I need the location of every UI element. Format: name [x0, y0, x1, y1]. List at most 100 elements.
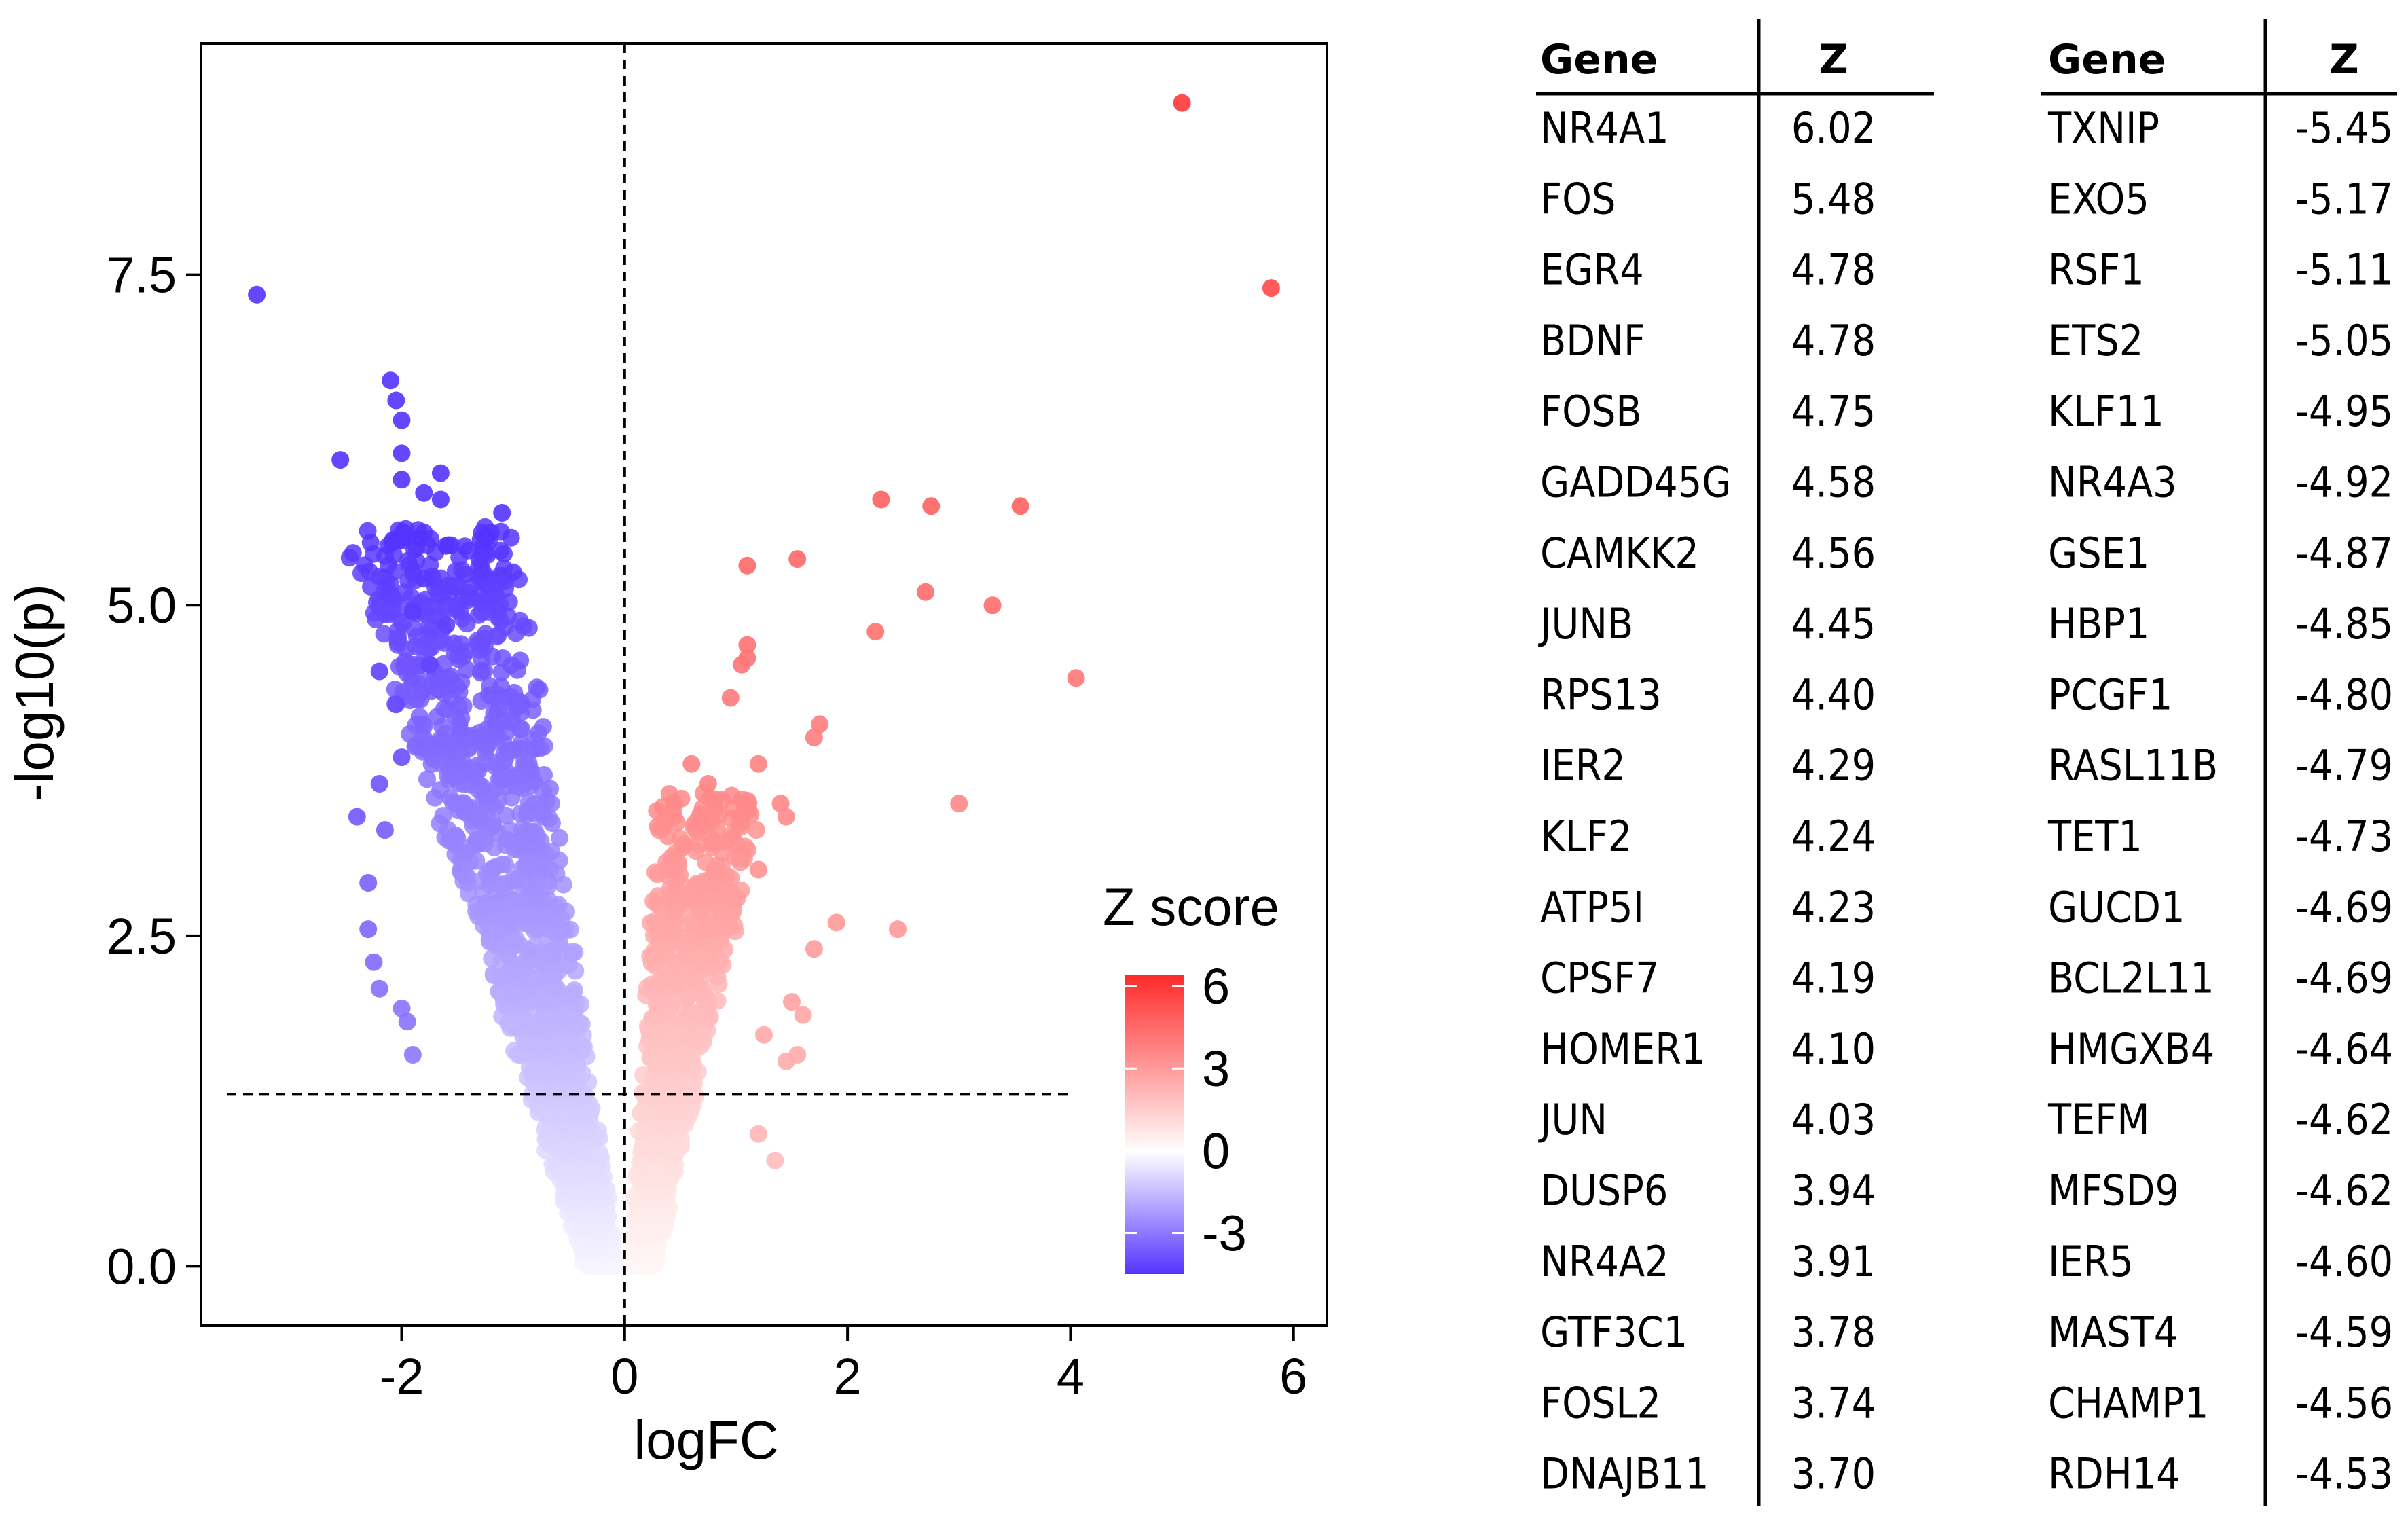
table-z-cell: 6.02	[1791, 103, 1876, 153]
scatter-point	[359, 920, 378, 939]
scatter-point	[387, 391, 405, 410]
table-gene-cell: GADD45G	[1540, 458, 1731, 507]
scatter-point	[370, 662, 388, 681]
table-z-cell: 4.29	[1791, 741, 1876, 791]
y-axis: 0.0 2.5 5.0 7.5	[107, 247, 201, 1294]
scatter-point	[370, 775, 388, 793]
table-gene-cell: EGR4	[1540, 245, 1644, 295]
table-z-cell: 4.56	[1791, 528, 1876, 578]
table-gene-cell: NR4A1	[1540, 103, 1669, 153]
scatter-point	[344, 544, 362, 562]
scatter-point	[811, 715, 829, 733]
scatter-point	[699, 775, 717, 793]
table-z-cell: -4.56	[2295, 1378, 2393, 1428]
table-gene-cell: RSF1	[2048, 245, 2145, 295]
x-tick-label: -2	[380, 1348, 424, 1404]
legend-tick-label: 6	[1202, 958, 1230, 1015]
scatter-point	[370, 979, 388, 998]
table-z-cell: -4.92	[2295, 458, 2393, 507]
table-z-cell: -4.85	[2295, 599, 2393, 649]
table-z-cell: 3.70	[1791, 1449, 1876, 1499]
table-gene-cell: KLF2	[1540, 812, 1632, 861]
table-z-cell: -5.11	[2295, 245, 2393, 295]
scatter-point	[375, 625, 393, 643]
scatter-point	[519, 793, 538, 812]
scatter-point	[500, 593, 518, 611]
scatter-point	[1173, 94, 1191, 112]
scatter-point	[359, 522, 377, 540]
table-gene-cell: HMGXB4	[2048, 1024, 2214, 1074]
table-gene-cell: GSE1	[2048, 528, 2149, 578]
scatter-point	[723, 786, 741, 805]
scatter-point	[805, 940, 823, 958]
scatter-point	[749, 1125, 767, 1143]
table-z-cell: 4.45	[1791, 599, 1876, 649]
table-gene-cell: RDH14	[2048, 1449, 2181, 1499]
scatter-point	[749, 860, 767, 879]
table-gene-cell: NR4A2	[1540, 1237, 1669, 1286]
table-gene-cell: IER2	[1540, 741, 1626, 791]
scatter-point	[917, 583, 934, 601]
scatter-point	[397, 520, 415, 538]
scatter-point	[805, 728, 823, 746]
scatter-point	[950, 795, 968, 813]
table-z-cell: -4.64	[2295, 1024, 2393, 1074]
table-gene-cell: FOSL2	[1540, 1378, 1661, 1428]
plot-frame	[200, 42, 1328, 1327]
scatter-point	[477, 625, 495, 643]
scatter-point	[738, 556, 756, 575]
table-gene-cell: CHAMP1	[2048, 1378, 2208, 1428]
table-gene-cell: BDNF	[1540, 316, 1645, 365]
scatter-point	[827, 913, 845, 932]
table-gene-cell: GTF3C1	[1540, 1307, 1688, 1357]
table-gene-cell: IER5	[2048, 1237, 2134, 1286]
table-gene-cell: CAMKK2	[1540, 528, 1699, 578]
table-gene-cell: PCGF1	[2048, 670, 2172, 719]
scatter-point	[403, 1046, 422, 1064]
scatter-point	[682, 755, 701, 773]
scatter-point	[783, 993, 801, 1011]
x-tick-label: 6	[1279, 1348, 1307, 1404]
scatter-point	[541, 780, 559, 798]
scatter-point	[431, 464, 450, 482]
table-gene-cell: RPS13	[1540, 670, 1662, 719]
table-gene-cell: TEFM	[2047, 1095, 2150, 1144]
table-z-cell: -4.73	[2295, 812, 2393, 861]
legend-colorbar	[1125, 975, 1184, 1274]
gene-z-table: Gene Z Gene Z NR4A1 6.02 TXNIP -5.45 FOS 5.48 EXO5…	[1536, 19, 2397, 1506]
scatter-point	[456, 537, 474, 556]
scatter-point	[481, 524, 500, 542]
table-gene-cell: KLF11	[2048, 386, 2164, 436]
table-z-cell: -4.60	[2295, 1237, 2393, 1286]
scatter-point	[393, 444, 411, 462]
scatter-point	[376, 821, 394, 839]
scatter-point	[889, 920, 907, 939]
table-gene-cell: MAST4	[2048, 1307, 2178, 1357]
scatter-point	[248, 285, 266, 304]
scatter-point	[437, 616, 456, 634]
table-gene-cell: CPSF7	[1540, 954, 1660, 1003]
color-legend: Z score 6 3 0 -3	[1103, 877, 1279, 1274]
scatter-point	[738, 636, 756, 654]
scatter-point	[504, 563, 522, 581]
scatter-point	[565, 981, 583, 999]
table-z-cell: -4.69	[2295, 882, 2393, 932]
table-z-cell: 4.03	[1791, 1095, 1876, 1144]
scatter-point	[922, 497, 941, 515]
scatter-point	[393, 471, 411, 489]
table-z-cell: 4.19	[1791, 954, 1876, 1003]
table-z-cell: -5.17	[2295, 174, 2393, 223]
table-z-cell: 5.48	[1791, 174, 1876, 223]
scatter-point	[983, 596, 1002, 615]
volcano-plot: -2 0 2 4 6 0.0 2.5 5.0 7.5 logFC -log10(p) Z sc…	[4, 42, 1328, 1470]
scatter-point	[331, 451, 350, 469]
table-z-cell: 3.74	[1791, 1378, 1876, 1428]
table-gene-cell: GUCD1	[2048, 882, 2185, 932]
scatter-point	[1067, 669, 1085, 687]
scatter-point	[382, 371, 400, 390]
scatter-point	[420, 655, 439, 674]
scatter-point	[431, 490, 450, 509]
scatter-point	[528, 678, 546, 697]
y-tick-label: 5.0	[107, 577, 177, 634]
y-tick-label: 0.0	[107, 1238, 177, 1294]
